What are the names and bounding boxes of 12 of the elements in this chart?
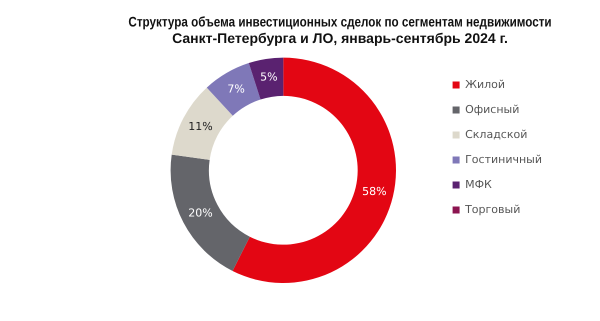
data-label: 11% bbox=[188, 120, 213, 133]
legend-label: МФК bbox=[465, 178, 492, 191]
data-label: 20% bbox=[188, 206, 213, 220]
data-label: 5% bbox=[260, 70, 278, 84]
data-label: 58% bbox=[362, 184, 387, 198]
legend-label: Торговый bbox=[464, 202, 520, 216]
legend-label: Жилой bbox=[465, 78, 506, 91]
chart-title: Структура объема инвестиционных сделок по сегментам недвижимости Санкт-Петербурга и ЛО, январь-сентябрь 2024 г. bbox=[128, 13, 552, 46]
legend-label: Гостиничный bbox=[465, 152, 542, 166]
legend-label: Офисный bbox=[465, 102, 520, 116]
data-label: 7% bbox=[227, 82, 245, 96]
legend-label: Складской bbox=[465, 128, 528, 141]
